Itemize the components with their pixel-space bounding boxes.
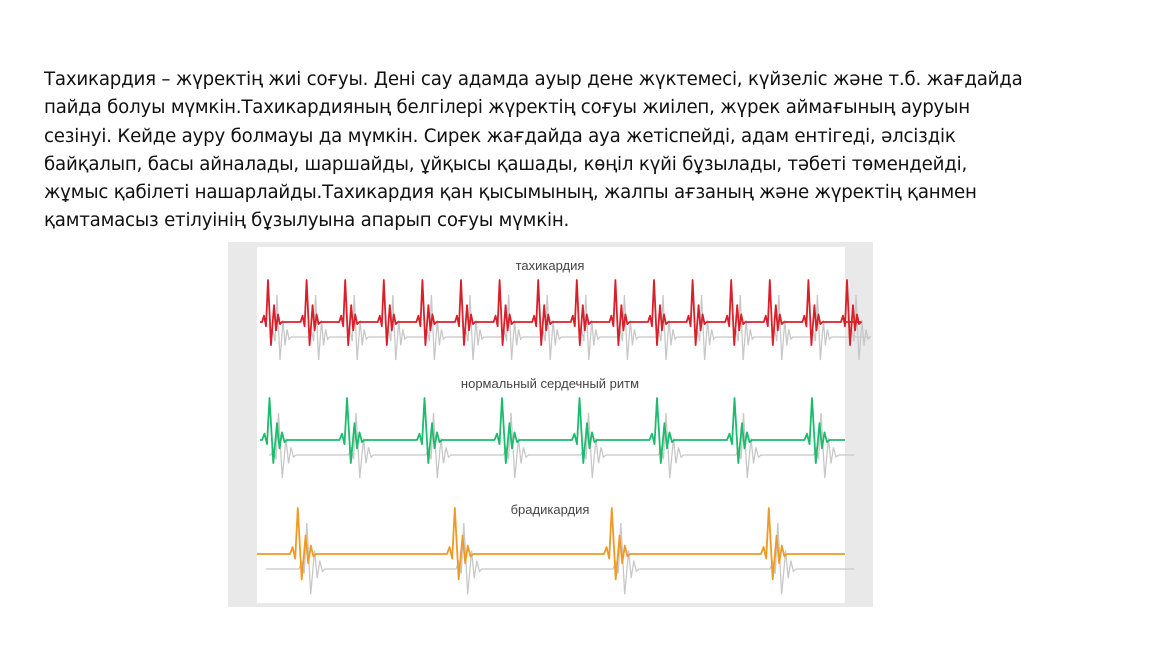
paragraph-line: байқалып, басы айналады, шаршайды, ұйқыс…	[44, 153, 968, 175]
ecg-shadow-trace	[266, 522, 854, 595]
paragraph-line: қамтамасыз етілуінің бұзылуына апарып со…	[44, 210, 570, 232]
label-tachycardia: тахикардия	[516, 258, 585, 273]
ecg-shadow-trace	[269, 412, 854, 479]
slide-paragraph: Тахикардия – жүректің жиі соғуы. Дені са…	[44, 66, 1124, 236]
ecg-trace-1	[260, 397, 845, 464]
paragraph-line: сезінуі. Кейде ауру болмауы да мүмкін. С…	[44, 125, 956, 147]
paragraph-line: жұмыс қабілеті нашарлайды.Тахикардия қан…	[44, 182, 977, 204]
paragraph-line: Тахикардия – жүректің жиі соғуы. Дені са…	[44, 69, 1023, 90]
ecg-figure: тахикардия нормальный сердечный ритм бра…	[228, 242, 873, 607]
label-bradycardia: брадикардия	[511, 502, 590, 517]
paragraph-line: пайда болуы мүмкін.Тахикардияның белгіле…	[44, 97, 970, 119]
label-normal-rhythm: нормальный сердечный ритм	[461, 376, 639, 391]
ecg-trace-2	[257, 507, 845, 581]
ecg-shadow-trace	[269, 294, 872, 361]
ecg-trace-0	[260, 279, 862, 346]
ecg-svg: тахикардия нормальный сердечный ритм бра…	[257, 247, 872, 603]
